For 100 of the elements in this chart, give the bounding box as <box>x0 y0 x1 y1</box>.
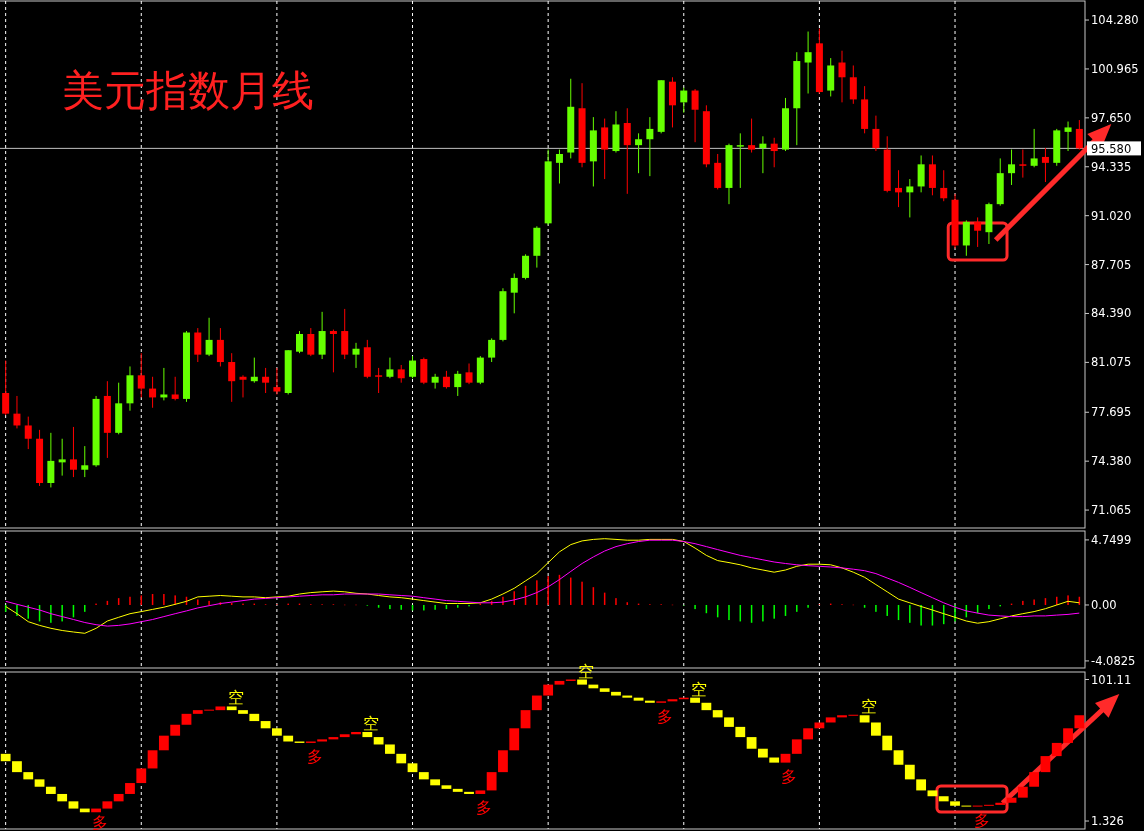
bar <box>272 728 282 736</box>
bar <box>486 772 497 791</box>
data-label: 空 <box>860 697 877 717</box>
candlestick <box>748 118 756 154</box>
candlestick <box>940 169 948 202</box>
bar <box>520 710 531 729</box>
bar <box>0 753 11 762</box>
bar <box>170 724 181 736</box>
candlestick <box>352 342 360 369</box>
bar <box>147 750 158 769</box>
candlestick <box>1041 147 1049 183</box>
bar <box>757 748 768 758</box>
candlestick <box>296 330 304 354</box>
candlestick <box>1008 149 1016 186</box>
bar <box>1006 797 1017 803</box>
data-label: 多 <box>973 810 990 830</box>
candlestick <box>329 329 337 373</box>
candlestick <box>228 352 236 403</box>
bar <box>622 695 633 698</box>
bar <box>690 697 700 703</box>
bar <box>68 801 79 809</box>
bar <box>950 801 960 806</box>
bar <box>938 796 949 802</box>
candlestick <box>205 317 213 357</box>
candlestick <box>137 352 145 398</box>
bar <box>373 737 384 745</box>
bar <box>351 731 361 735</box>
bar <box>1074 715 1085 729</box>
y-tick-label: 84.390 <box>1091 306 1132 321</box>
candlestick <box>770 137 778 168</box>
bar <box>927 790 938 797</box>
bar <box>418 772 429 780</box>
bar <box>12 761 22 773</box>
bar <box>611 691 621 696</box>
bar <box>136 768 147 784</box>
candlestick <box>1064 121 1072 152</box>
candlestick <box>431 373 439 390</box>
bar <box>644 700 655 703</box>
candlestick <box>465 363 473 385</box>
bar <box>362 731 373 738</box>
bar <box>226 706 237 711</box>
candlestick <box>409 355 417 379</box>
data-label: 多 <box>92 813 109 831</box>
candlestick <box>1019 149 1027 179</box>
candlestick <box>454 370 462 397</box>
y-tick-label: 4.7499 <box>1091 532 1132 547</box>
y-tick-label: 101.11 <box>1091 672 1132 687</box>
candlestick <box>759 135 767 174</box>
candlestick <box>680 87 688 114</box>
y-tick-label: 1.326 <box>1091 814 1124 829</box>
bar <box>599 688 610 692</box>
candlestick <box>838 50 846 103</box>
bar <box>441 785 452 789</box>
bar <box>814 722 825 729</box>
candlestick <box>149 376 157 409</box>
y-tick-label: 74.380 <box>1091 454 1132 469</box>
candlestick <box>420 357 428 385</box>
bar <box>1063 728 1073 743</box>
candlestick <box>522 253 530 280</box>
bar <box>430 779 441 786</box>
y-tick-label: 91.020 <box>1091 208 1132 223</box>
bar <box>633 697 644 701</box>
candlestick <box>47 432 55 488</box>
bar <box>769 757 780 763</box>
bar <box>34 779 45 787</box>
candlestick <box>668 76 676 128</box>
bar <box>825 717 836 723</box>
bar <box>1017 786 1028 798</box>
bar <box>317 739 328 742</box>
candlestick <box>341 308 349 360</box>
y-tick-label: 77.695 <box>1091 405 1132 420</box>
bar <box>701 702 712 711</box>
bar <box>543 684 554 696</box>
candlestick <box>239 374 247 398</box>
y-tick-label: 87.705 <box>1091 257 1132 272</box>
candlestick <box>58 438 66 477</box>
candlestick <box>974 216 982 248</box>
candlestick <box>24 416 32 450</box>
candlestick <box>81 445 89 478</box>
candlestick <box>601 118 609 180</box>
candlestick <box>160 367 168 401</box>
bar <box>904 764 915 780</box>
bar <box>57 793 68 802</box>
bar <box>215 706 226 711</box>
bar <box>554 680 565 685</box>
bar <box>531 695 542 711</box>
bar <box>509 728 520 751</box>
bar <box>385 744 395 754</box>
candlestick <box>307 327 315 357</box>
candlestick <box>488 337 496 363</box>
data-label: 多 <box>306 746 323 766</box>
bar <box>712 710 723 718</box>
bar <box>475 790 486 794</box>
bar <box>260 721 271 729</box>
data-label: 多 <box>781 766 798 786</box>
data-label: 空 <box>227 688 244 708</box>
candlestick <box>1030 128 1038 168</box>
candlestick <box>194 327 202 363</box>
bar <box>238 710 248 714</box>
bar <box>871 722 881 736</box>
